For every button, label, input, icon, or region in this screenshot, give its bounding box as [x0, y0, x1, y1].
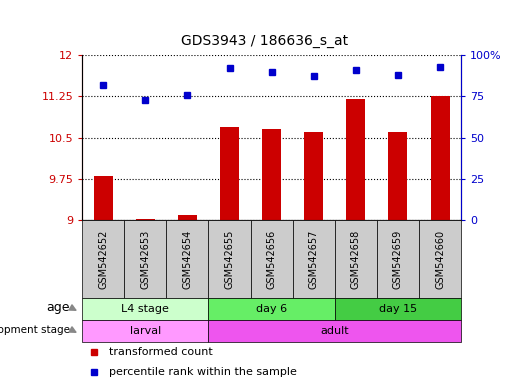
Text: GSM542658: GSM542658: [351, 229, 361, 289]
Text: GSM542655: GSM542655: [225, 229, 234, 289]
FancyBboxPatch shape: [82, 320, 208, 342]
FancyBboxPatch shape: [124, 220, 166, 298]
Text: GSM542654: GSM542654: [182, 229, 192, 289]
Text: L4 stage: L4 stage: [121, 304, 169, 314]
FancyBboxPatch shape: [335, 220, 377, 298]
Text: GSM542660: GSM542660: [435, 229, 445, 288]
FancyBboxPatch shape: [419, 220, 461, 298]
FancyBboxPatch shape: [293, 220, 335, 298]
Text: GSM542656: GSM542656: [267, 229, 277, 289]
Text: age: age: [46, 301, 70, 314]
Bar: [388, 132, 408, 220]
FancyBboxPatch shape: [208, 220, 251, 298]
Text: GSM542652: GSM542652: [98, 229, 108, 289]
Bar: [304, 132, 323, 220]
FancyBboxPatch shape: [251, 220, 293, 298]
Text: day 6: day 6: [256, 304, 287, 314]
Bar: [94, 176, 113, 220]
FancyBboxPatch shape: [208, 320, 461, 342]
Bar: [347, 99, 365, 220]
Text: transformed count: transformed count: [109, 347, 213, 357]
FancyBboxPatch shape: [335, 298, 461, 320]
Text: GDS3943 / 186636_s_at: GDS3943 / 186636_s_at: [181, 34, 349, 48]
Bar: [262, 129, 281, 220]
FancyBboxPatch shape: [166, 220, 208, 298]
Text: GSM542659: GSM542659: [393, 229, 403, 289]
Text: larval: larval: [130, 326, 161, 336]
Text: adult: adult: [321, 326, 349, 336]
Bar: [430, 96, 449, 220]
Text: development stage: development stage: [0, 325, 70, 335]
FancyBboxPatch shape: [82, 298, 208, 320]
Bar: [220, 126, 239, 220]
Text: percentile rank within the sample: percentile rank within the sample: [109, 367, 297, 377]
Bar: [178, 215, 197, 220]
Bar: [136, 219, 155, 220]
Text: GSM542653: GSM542653: [140, 229, 151, 289]
Text: day 15: day 15: [379, 304, 417, 314]
FancyBboxPatch shape: [208, 298, 335, 320]
FancyBboxPatch shape: [377, 220, 419, 298]
Text: GSM542657: GSM542657: [309, 229, 319, 289]
FancyBboxPatch shape: [82, 220, 124, 298]
